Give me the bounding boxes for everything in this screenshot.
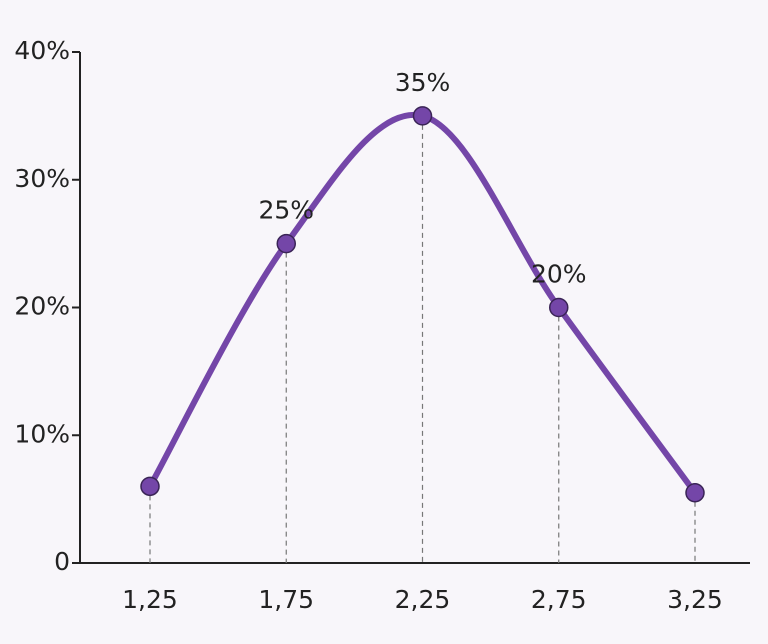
x-tick-label: 1,25 — [122, 585, 178, 614]
data-label: 35% — [395, 68, 451, 97]
point — [412, 106, 433, 126]
y-tick-label: 0 — [54, 547, 70, 576]
x-tick-label: 3,25 — [667, 585, 723, 614]
data-label: 25% — [258, 196, 314, 225]
data-label: 20% — [531, 260, 587, 289]
x-tick-label: 2,25 — [395, 585, 451, 614]
point — [276, 233, 296, 254]
point — [549, 297, 569, 318]
x-tick-label: 2,75 — [531, 585, 587, 614]
y-tick-label: 20% — [14, 292, 70, 321]
point — [140, 476, 160, 497]
x-tick-label: 1,75 — [258, 585, 314, 614]
point — [685, 482, 705, 503]
y-tick-label: 30% — [14, 164, 70, 193]
y-tick-label: 40% — [14, 36, 70, 65]
y-tick-label: 10% — [14, 419, 70, 448]
